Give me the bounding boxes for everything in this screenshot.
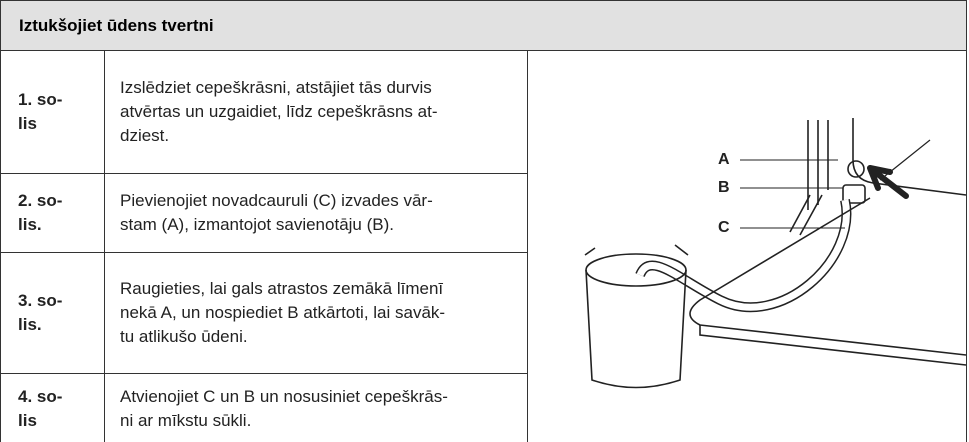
step-text-cell <box>104 173 528 252</box>
step-label: 1. so- <box>18 89 63 109</box>
step-text: atvērtas un uzgaidiet, līdz cepeškrāsns … <box>120 101 438 121</box>
step-label-cell <box>0 252 105 373</box>
step-text: Raugieties, lai gals atrastos zemākā līm… <box>120 278 444 298</box>
figure-cell <box>527 50 967 442</box>
step-label: lis. <box>18 214 42 234</box>
step-label: lis <box>18 411 37 430</box>
step-label-cell <box>0 173 105 252</box>
figure-label: B <box>718 179 730 196</box>
step-text: Izslēdziet cepeškrāsni, atstājiet tās du… <box>120 77 432 97</box>
step-text: ni ar mīkstu sūkli. <box>120 411 252 430</box>
step-text: stam (A), izmantojot savienotāju (B). <box>120 214 394 234</box>
step-label-cell <box>0 373 105 442</box>
step-label: 2. so- <box>18 190 63 210</box>
table-header: Iztukšojiet ūdens tvertni <box>0 0 967 51</box>
step-label: 3. so- <box>18 290 63 310</box>
step-text: Pievienojiet novadcauruli (C) izvades vā… <box>120 190 433 210</box>
step-text: tu atlikušo ūdeni. <box>120 326 248 346</box>
header-title: Iztukšojiet ūdens tvertni <box>19 16 214 35</box>
step-text: Atvienojiet C un B un nosusiniet cepeškr… <box>120 387 448 406</box>
figure-label: C <box>718 219 730 236</box>
step-text-cell <box>104 373 528 442</box>
step-label: lis <box>18 113 37 133</box>
figure-label: A <box>718 151 730 168</box>
step-label-cell <box>0 50 105 173</box>
step-text-cell <box>104 252 528 373</box>
step-text: nekā A, un nospiediet B atkārtoti, lai s… <box>120 302 446 322</box>
step-text-cell <box>104 50 528 173</box>
step-text: dziest. <box>120 125 170 145</box>
step-label: 4. so- <box>18 387 63 406</box>
step-label: lis. <box>18 314 42 334</box>
